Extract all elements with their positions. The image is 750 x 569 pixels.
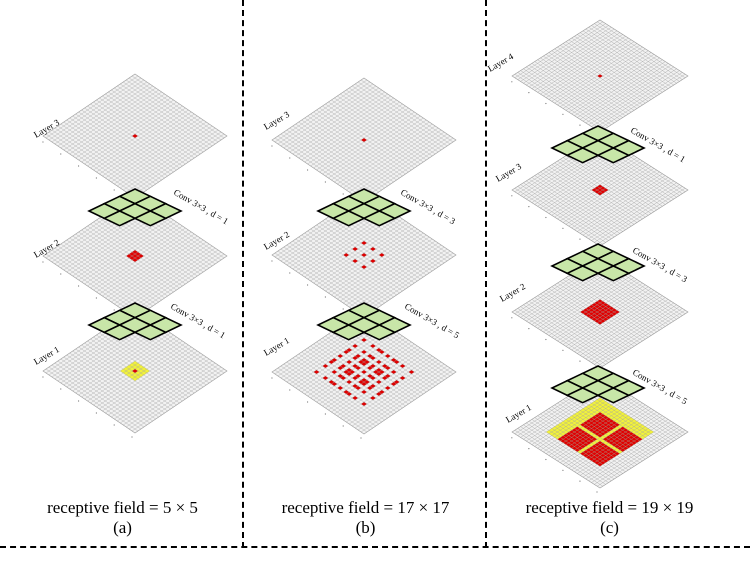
red-cell bbox=[346, 360, 353, 364]
red-cell bbox=[358, 380, 364, 384]
kernel-cell bbox=[565, 387, 600, 404]
red-cell bbox=[375, 392, 382, 396]
kernel-a-2 bbox=[87, 302, 183, 341]
layer-3-grid-a-gridlines bbox=[45, 75, 225, 197]
kernel-b-1 bbox=[316, 188, 412, 227]
layer-1-grid-b-gridlines bbox=[274, 311, 454, 433]
conv-label-b-1: Conv 3×3 , d = 3 bbox=[399, 187, 457, 226]
layer-1-grid-c-gridlines bbox=[514, 377, 686, 487]
red-cell bbox=[364, 360, 370, 364]
layer-4-grid-c-cells bbox=[597, 74, 603, 78]
sublabel-c: (c) bbox=[600, 518, 619, 537]
kernel-cell bbox=[362, 210, 397, 227]
layer-label-b-1: Layer 1 bbox=[262, 335, 291, 358]
layer-1-grid-a-edge-ticks bbox=[42, 376, 133, 438]
red-cell bbox=[597, 430, 603, 434]
kernel-cell bbox=[565, 147, 600, 164]
kernel-cell bbox=[331, 324, 366, 341]
layer-1-grid-c-edge-ticks bbox=[511, 437, 598, 493]
layer-label-b-3: Layer 3 bbox=[262, 109, 291, 132]
kernel-cell bbox=[596, 265, 631, 282]
layer-1-grid-c bbox=[511, 375, 689, 493]
conv-label-b-2: Conv 3×3 , d = 5 bbox=[403, 301, 461, 340]
red-cell bbox=[597, 321, 603, 325]
red-cell bbox=[597, 419, 603, 423]
red-cell bbox=[375, 360, 382, 364]
layer-2-grid-a-gridlines bbox=[45, 195, 225, 317]
receptive-field-c: receptive field = 19 × 19 bbox=[525, 498, 694, 517]
kernel-cell bbox=[133, 324, 168, 341]
conv-label-a-2: Conv 3×3 , d = 1 bbox=[169, 301, 227, 340]
layer-label-c-2: Layer 2 bbox=[498, 281, 527, 304]
kernel-a-1 bbox=[87, 188, 183, 227]
sublabel-a: (a) bbox=[113, 518, 132, 537]
red-cell bbox=[597, 74, 603, 78]
layer-4-grid-c bbox=[511, 19, 689, 137]
red-cell bbox=[322, 376, 329, 380]
caption-c: receptive field = 19 × 19 (c) bbox=[487, 498, 732, 538]
layer-2-grid-c-gridlines bbox=[514, 257, 686, 367]
kernel-b-2 bbox=[316, 302, 412, 341]
red-cell bbox=[399, 364, 406, 368]
red-cell bbox=[597, 455, 603, 460]
kernel-cell bbox=[596, 147, 631, 164]
red-cell bbox=[346, 368, 353, 372]
layer-1-grid-b-edge-ticks bbox=[271, 377, 362, 439]
layer-2-grid-a bbox=[42, 193, 228, 323]
layer-1-grid-b bbox=[271, 309, 457, 439]
kernel-cell bbox=[331, 210, 366, 227]
red-cell bbox=[597, 310, 603, 314]
layer-4-grid-c-gridlines bbox=[514, 21, 686, 131]
receptive-field-a: receptive field = 5 × 5 bbox=[47, 498, 198, 517]
layer-3-grid-b-gridlines bbox=[274, 79, 454, 201]
panel-divider-right bbox=[485, 0, 487, 548]
red-cell bbox=[346, 392, 353, 396]
receptive-field-b: receptive field = 17 × 17 bbox=[281, 498, 450, 517]
caption-a: receptive field = 5 × 5 (a) bbox=[0, 498, 245, 538]
kernel-c-2 bbox=[550, 243, 646, 282]
red-cell bbox=[597, 441, 603, 445]
kernel-cell bbox=[362, 324, 397, 341]
layer-label-c-3: Layer 3 bbox=[494, 161, 523, 184]
layer-2-grid-c bbox=[511, 255, 689, 373]
red-cell bbox=[346, 348, 353, 352]
panel-divider-left bbox=[242, 0, 244, 548]
red-cell bbox=[399, 376, 406, 380]
kernel-cell bbox=[102, 324, 137, 341]
kernel-cell bbox=[133, 210, 168, 227]
yellow-cell bbox=[597, 404, 603, 409]
layer-3-grid-c bbox=[511, 133, 689, 251]
red-cell bbox=[346, 372, 353, 376]
layer-3-grid-b bbox=[271, 77, 457, 207]
red-cell bbox=[364, 380, 370, 384]
red-cell bbox=[358, 360, 364, 364]
red-cell bbox=[375, 372, 382, 376]
kernel-c-1 bbox=[550, 125, 646, 164]
red-cell bbox=[375, 368, 382, 372]
conv-label-a-1: Conv 3×3 , d = 1 bbox=[172, 187, 230, 226]
red-cell bbox=[322, 364, 329, 368]
red-cell bbox=[346, 380, 353, 384]
red-cell bbox=[375, 348, 382, 352]
kernel-cell bbox=[565, 265, 600, 282]
caption-b: receptive field = 17 × 17 (b) bbox=[243, 498, 488, 538]
bottom-divider bbox=[0, 546, 750, 548]
sublabel-b: (b) bbox=[355, 518, 376, 537]
kernel-c-3 bbox=[550, 365, 646, 404]
kernel-cell bbox=[102, 210, 137, 227]
kernel-cell bbox=[596, 387, 631, 404]
red-cell bbox=[597, 188, 603, 192]
red-cell bbox=[375, 380, 382, 384]
layer-label-c-4: Layer 4 bbox=[486, 51, 515, 74]
red-cell bbox=[597, 299, 603, 303]
layer-3-grid-a bbox=[42, 73, 228, 203]
